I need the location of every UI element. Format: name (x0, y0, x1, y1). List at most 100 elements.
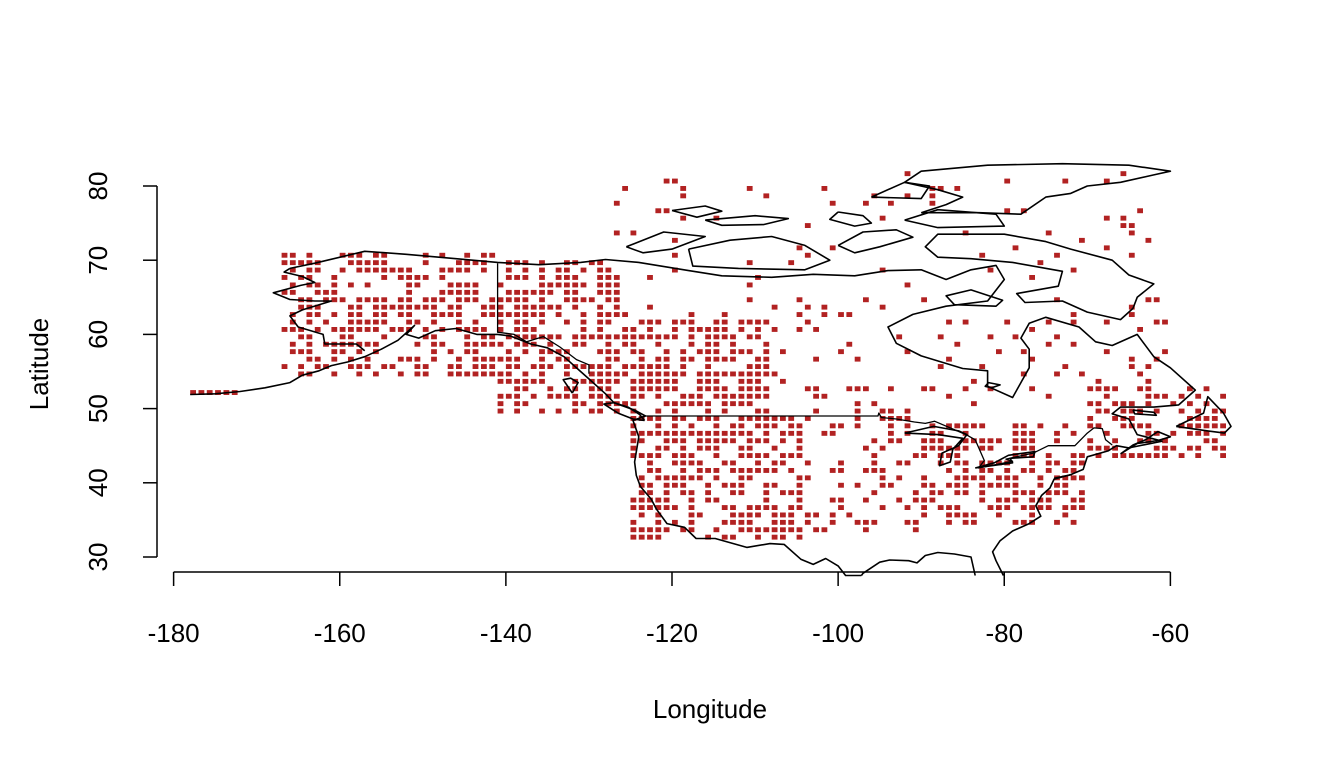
occurrence-cell (1062, 475, 1069, 481)
occurrence-cell (514, 364, 520, 369)
occurrence-cell (1162, 453, 1168, 458)
occurrence-cell (1153, 393, 1160, 399)
occurrence-cell (929, 490, 936, 496)
occurrence-cell (497, 304, 504, 310)
occurrence-cell (364, 267, 371, 273)
occurrence-cell (605, 378, 612, 384)
occurrence-cell (655, 430, 662, 436)
occurrence-cell (539, 356, 545, 362)
occurrence-cell (937, 438, 944, 444)
occurrence-cell (680, 371, 687, 377)
occurrence-cell (688, 497, 695, 503)
occurrence-cell (871, 490, 878, 496)
occurrence-cell (780, 349, 786, 355)
occurrence-cell (630, 445, 637, 451)
x-axis-title: Longitude (653, 694, 767, 724)
occurrence-cell (796, 453, 803, 458)
occurrence-cell (1004, 482, 1011, 488)
occurrence-cell (954, 512, 961, 518)
occurrence-cell (439, 297, 446, 303)
occurrence-cell (1004, 178, 1011, 184)
occurrence-cell (688, 512, 695, 518)
occurrence-cell (863, 527, 869, 533)
occurrence-cell (306, 319, 313, 325)
occurrence-cell (1054, 482, 1060, 488)
occurrence-cell (655, 378, 662, 384)
occurrence-cell (588, 371, 595, 377)
occurrence-cell (746, 364, 753, 369)
occurrence-cell (672, 386, 678, 392)
occurrence-cell (962, 460, 969, 466)
occurrence-cell (755, 423, 761, 429)
occurrence-cell (655, 386, 662, 392)
occurrence-cell (705, 445, 711, 451)
occurrence-cell (489, 252, 496, 258)
occurrence-cell (1145, 423, 1152, 429)
occurrence-cell (929, 430, 936, 436)
occurrence-cell (663, 349, 670, 355)
occurrence-cell (464, 334, 471, 340)
occurrence-cell (688, 356, 695, 362)
occurrence-cell (821, 186, 828, 191)
occurrence-cell (929, 482, 936, 488)
occurrence-cell (1095, 423, 1102, 429)
occurrence-cell (580, 297, 587, 303)
occurrence-cell (1070, 460, 1077, 466)
occurrence-cell (447, 282, 454, 288)
occurrence-cell (1162, 393, 1168, 399)
occurrence-cell (1137, 453, 1143, 458)
occurrence-cell (514, 297, 520, 303)
occurrence-cell (696, 371, 703, 377)
occurrence-cell (655, 527, 662, 533)
occurrence-cell (688, 334, 695, 340)
occurrence-cell (638, 497, 645, 503)
occurrence-cell (431, 334, 437, 340)
occurrence-cell (738, 423, 745, 429)
occurrence-cell (306, 282, 313, 288)
occurrence-cell (397, 356, 404, 362)
occurrence-cell (854, 482, 861, 488)
occurrence-cell (522, 312, 529, 317)
occurrence-cell (1062, 482, 1069, 488)
occurrence-cell (738, 327, 745, 332)
occurrence-cell (348, 312, 354, 317)
occurrence-cell (971, 438, 977, 444)
occurrence-cell (1195, 408, 1202, 414)
occurrence-cell (1112, 401, 1118, 407)
occurrence-cell (389, 267, 396, 273)
occurrence-cell (763, 497, 770, 503)
occurrence-cell (1178, 408, 1185, 414)
occurrence-cell (406, 304, 412, 310)
occurrence-cell (638, 386, 645, 392)
occurrence-cell (514, 386, 520, 392)
occurrence-cell (663, 208, 670, 214)
occurrence-cell (348, 327, 354, 332)
occurrence-cell (1045, 453, 1052, 458)
occurrence-cell (829, 423, 836, 429)
occurrence-cell (522, 378, 529, 384)
occurrence-cell (655, 408, 662, 414)
occurrence-cell (597, 371, 603, 377)
occurrence-cell (804, 460, 811, 466)
occurrence-cell (572, 297, 579, 303)
occurrence-cell (680, 186, 687, 191)
occurrence-cell (929, 386, 936, 392)
occurrence-cell (439, 312, 446, 317)
occurrence-cell (497, 393, 504, 399)
occurrence-cell (730, 371, 736, 377)
occurrence-cell (721, 519, 728, 525)
occurrence-cell (647, 364, 653, 369)
occurrence-cell (514, 378, 520, 384)
occurrence-cell (696, 401, 703, 407)
occurrence-cell (829, 245, 836, 251)
occurrence-cell (713, 319, 720, 325)
occurrence-cell (572, 334, 579, 340)
occurrence-cell (946, 482, 952, 488)
x-tick-label: -140 (480, 618, 532, 648)
occurrence-cell (514, 275, 520, 280)
occurrence-cell (447, 304, 454, 310)
occurrence-cell (1070, 319, 1077, 325)
occurrence-cell (1120, 416, 1127, 421)
occurrence-cell (456, 319, 462, 325)
